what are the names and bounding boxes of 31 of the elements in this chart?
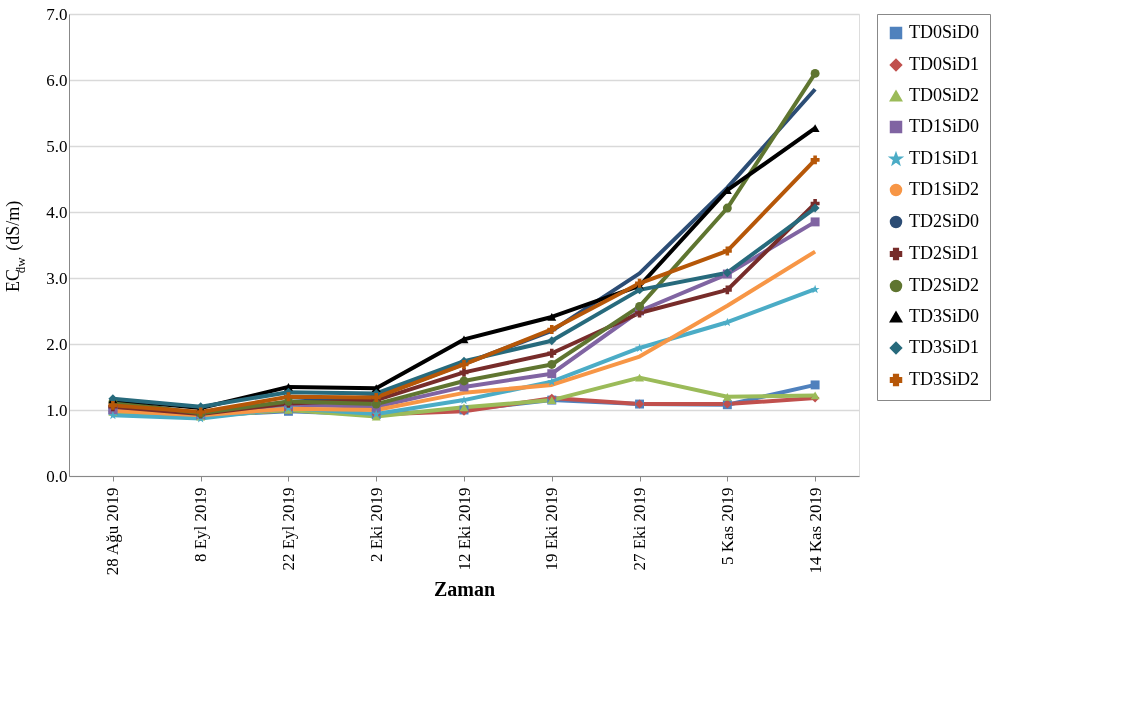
x-tick-label: 14 Kas 2019 (805, 487, 825, 574)
y-tick-label: 3.0 (46, 268, 68, 288)
legend-label: TD3SiD1 (909, 337, 980, 357)
legend-label: TD1SiD2 (909, 179, 980, 199)
legend-label: TD0SiD2 (909, 85, 980, 105)
legend-label: TD3SiD0 (909, 306, 980, 326)
legend-label: TD2SiD0 (909, 211, 980, 231)
legend-label: TD1SiD0 (909, 116, 980, 136)
y-tick-label: 0.0 (46, 466, 68, 486)
legend-label: TD1SiD1 (909, 148, 980, 168)
legend-label: TD0SiD1 (909, 54, 980, 74)
legend-label: TD3SiD2 (909, 369, 980, 389)
legend-label: TD0SiD0 (909, 22, 980, 42)
x-tick-label: 2 Eki 2019 (366, 487, 386, 563)
x-tick-label: 5 Kas 2019 (717, 487, 737, 565)
y-axis-title: ECdw (dS/m) (3, 200, 28, 292)
x-tick-label: 19 Eki 2019 (542, 487, 562, 571)
y-tick-label: 5.0 (46, 136, 68, 156)
x-tick-label: 28 Ağu 2019 (103, 487, 123, 576)
y-tick-label: 2.0 (46, 334, 68, 354)
y-tick-label: 4.0 (46, 202, 68, 222)
legend-label: TD2SiD2 (909, 275, 980, 295)
legend-label: TD2SiD1 (909, 243, 980, 263)
y-tick-label: 7.0 (46, 4, 68, 24)
x-tick-label: 27 Eki 2019 (630, 487, 650, 571)
x-tick-label: 22 Eyl 2019 (278, 487, 298, 571)
x-axis-title: Zaman (433, 578, 496, 601)
x-tick-label: 12 Eki 2019 (454, 487, 474, 571)
y-tick-label: 6.0 (46, 70, 68, 90)
x-tick-label: 8 Eyl 2019 (191, 487, 211, 563)
y-tick-label: 1.0 (46, 400, 68, 420)
